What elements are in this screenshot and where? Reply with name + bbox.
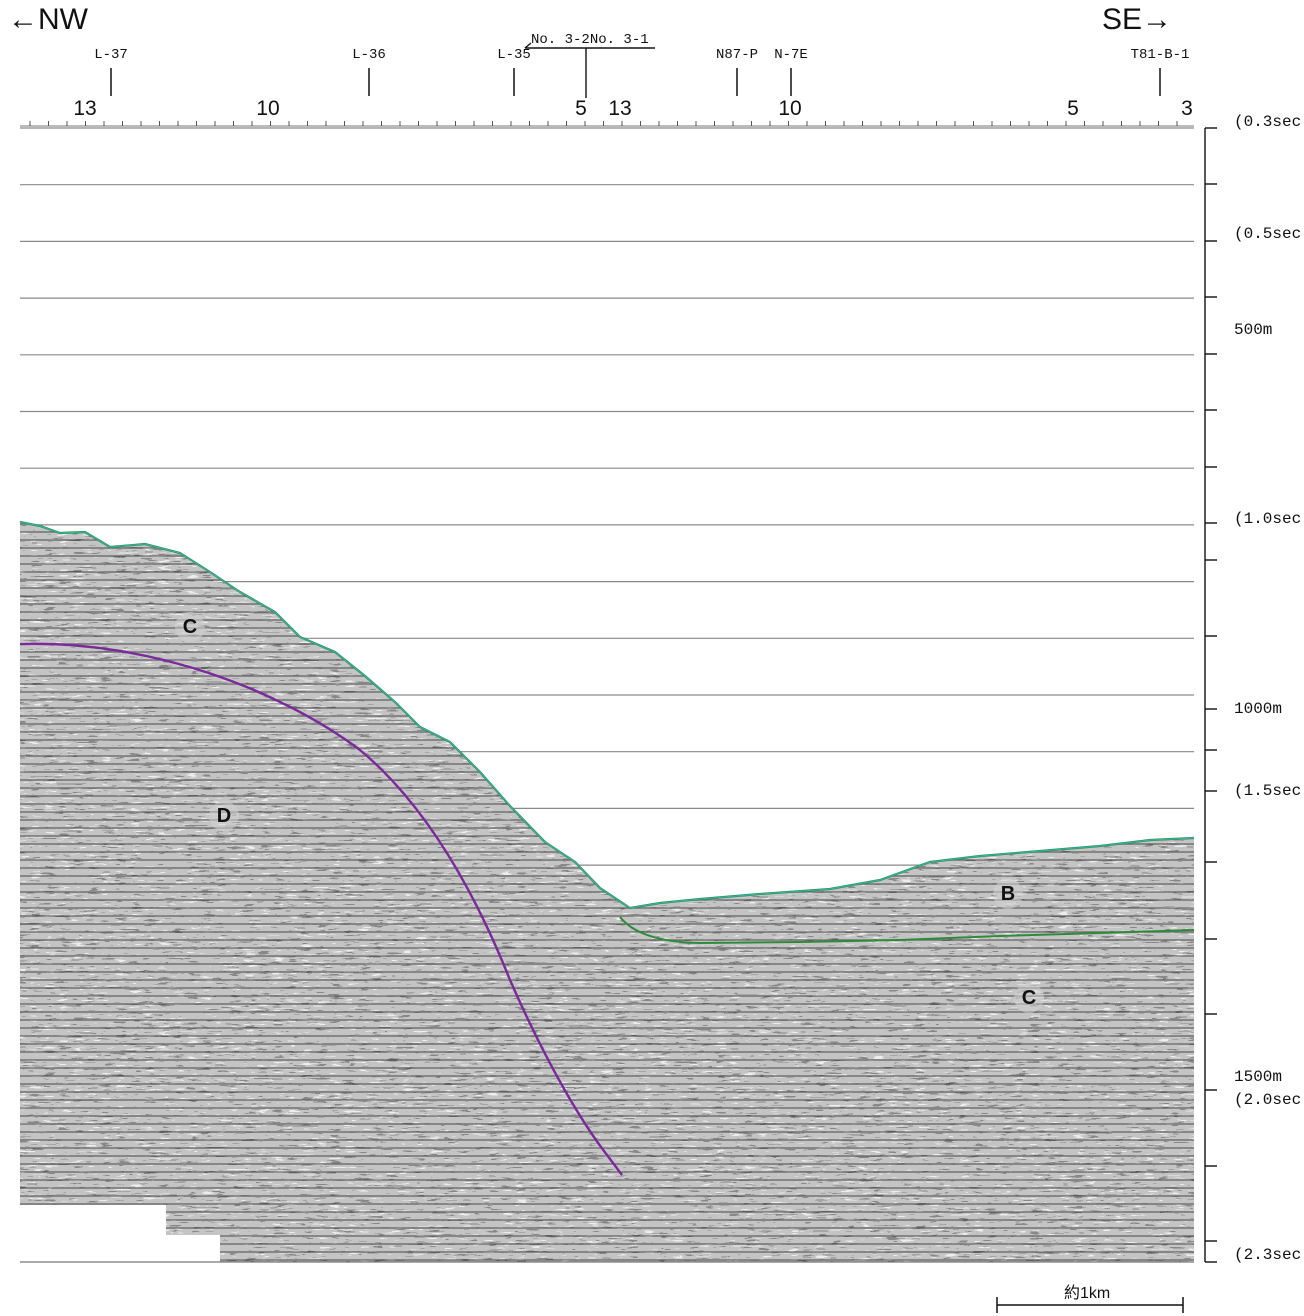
depth-axis-label: (0.5sec)	[1234, 225, 1304, 243]
well-label: L-36	[352, 47, 386, 63]
seafloor-reflector-glow	[19, 521, 1195, 909]
depth-axis-label: 1500m	[1234, 1068, 1283, 1086]
depth-axis-label: (1.5sec)	[1234, 782, 1304, 800]
shotpoint-number: 5	[1067, 97, 1079, 120]
well-label: T81-B-1	[1130, 47, 1190, 63]
unit-label: C	[1014, 983, 1044, 1013]
shotpoint-number: 13	[73, 97, 97, 120]
shotpoint-number: 3	[1181, 97, 1193, 120]
direction-nw-label: ←NW	[8, 3, 88, 36]
well-label: N87-P	[715, 47, 759, 63]
depth-axis-label: (1.0sec)	[1234, 510, 1304, 528]
shotpoint-number: 13	[608, 97, 632, 120]
crossing-line-labels: No. 3-2No. 3-1	[531, 30, 649, 48]
unit-label: C	[175, 612, 205, 642]
unit-label: D	[209, 801, 239, 831]
depth-axis	[1204, 127, 1217, 1263]
depth-axis-label: (0.3sec)	[1234, 113, 1304, 131]
well-label: L-37	[94, 47, 128, 63]
well-label: L-35	[497, 47, 531, 63]
unit-c-d-boundary-fault	[19, 642, 623, 1176]
depth-axis-label: 500m	[1234, 321, 1273, 339]
depth-axis-label: 1000m	[1234, 700, 1283, 718]
depth-axis-label: (2.3sec)	[1234, 1246, 1304, 1264]
crossing-line-right-label: No. 3-1	[589, 32, 649, 48]
well-label: N-7E	[774, 47, 808, 63]
scale-bar	[996, 1297, 1184, 1313]
direction-se-label: SE→	[1102, 3, 1173, 36]
crossing-line-left-label: No. 3-2	[531, 32, 590, 48]
shotpoint-number: 10	[778, 97, 802, 120]
unit-b-c-boundary	[619, 916, 1195, 945]
unit-label: B	[993, 879, 1023, 909]
shotpoint-ruler	[20, 68, 1194, 127]
no-data-block	[20, 1205, 166, 1235]
scale-bar-label: 約1km	[1064, 1285, 1111, 1302]
shotpoint-number: 5	[575, 97, 587, 120]
crossing-line-marker	[524, 42, 655, 98]
no-data-block	[20, 1235, 220, 1262]
depth-axis-label: (2.0sec)	[1234, 1091, 1304, 1109]
shotpoint-number: 10	[256, 97, 280, 120]
